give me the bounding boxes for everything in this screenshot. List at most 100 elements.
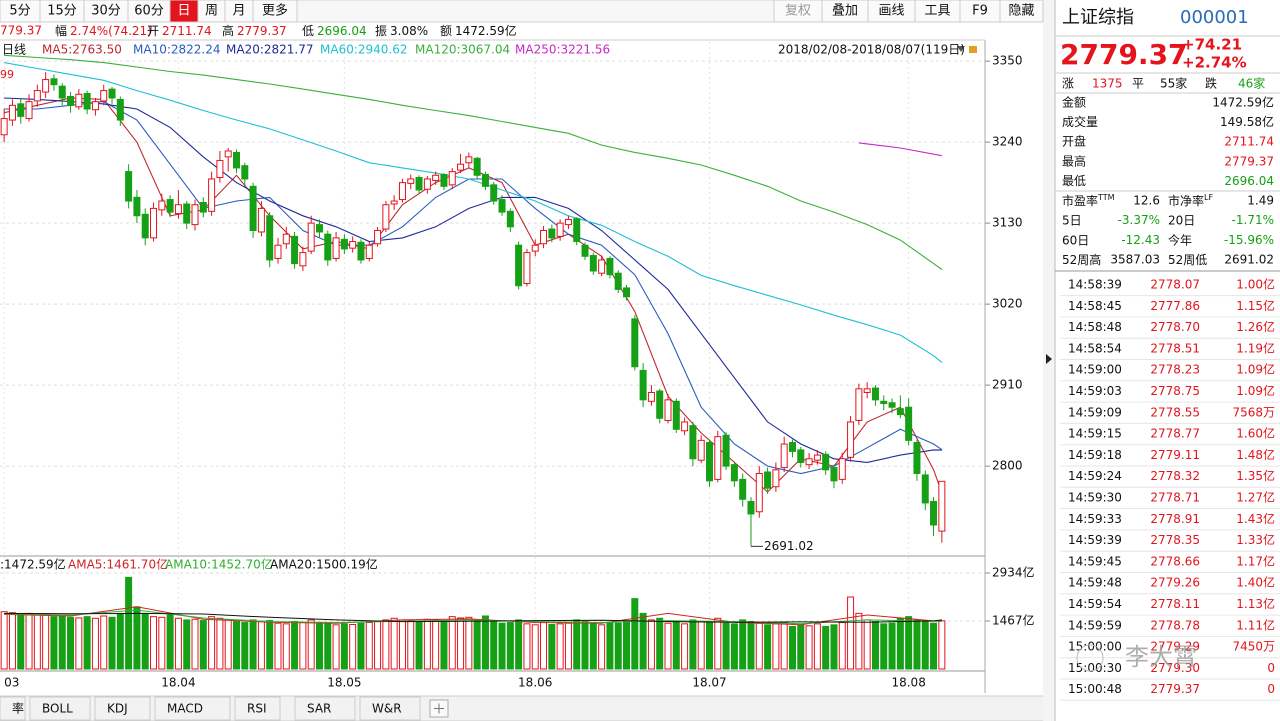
ma-line bbox=[4, 97, 942, 463]
volume-bar bbox=[647, 619, 655, 670]
tab-label[interactable]: W&R bbox=[372, 702, 402, 716]
tool-label[interactable]: F9 bbox=[972, 4, 988, 19]
tab-label[interactable]: MACD bbox=[167, 702, 203, 716]
tool-label[interactable]: 复权 bbox=[785, 3, 811, 19]
ratio-sup: TTM bbox=[1097, 193, 1115, 202]
candle-body bbox=[382, 204, 390, 230]
candle-body bbox=[847, 421, 855, 458]
period-label[interactable]: 60分 bbox=[134, 4, 164, 19]
tool-label[interactable]: 工具 bbox=[924, 4, 950, 19]
period-label[interactable]: 月 bbox=[232, 4, 245, 19]
tab[interactable] bbox=[29, 696, 91, 721]
ratio-label: 60日 bbox=[1062, 233, 1089, 247]
volume-bar bbox=[730, 623, 738, 670]
trade-time: 15:00:48 bbox=[1068, 682, 1122, 696]
period-button[interactable] bbox=[252, 0, 298, 23]
volume-bar bbox=[672, 621, 680, 670]
period-label[interactable]: 30分 bbox=[91, 4, 121, 19]
volume-bar bbox=[830, 624, 838, 670]
quote-value: 1472.59亿 bbox=[455, 23, 517, 38]
candle-body bbox=[506, 210, 514, 228]
trade-price: 2778.11 bbox=[1150, 597, 1200, 611]
ratio-label: 20日 bbox=[1168, 213, 1195, 227]
tab[interactable] bbox=[0, 696, 26, 721]
trade-time: 14:58:54 bbox=[1068, 341, 1122, 355]
ratio-label-text: 市净率 bbox=[1168, 193, 1204, 208]
lock-icon[interactable] bbox=[969, 46, 977, 53]
trade-price: 2778.75 bbox=[1150, 384, 1200, 398]
candle-body bbox=[266, 215, 274, 261]
tab[interactable] bbox=[94, 696, 151, 721]
quote-label: 额 bbox=[440, 24, 452, 38]
stat-value: 2779.37 bbox=[1224, 154, 1274, 168]
tab[interactable] bbox=[154, 696, 231, 721]
collapse-arrow[interactable] bbox=[1046, 354, 1052, 364]
candle-body bbox=[174, 204, 182, 215]
tab-label[interactable]: RSI bbox=[247, 702, 267, 716]
volume-bar bbox=[166, 614, 174, 670]
trade-volume: 1.26亿 bbox=[1236, 319, 1275, 334]
tab-label[interactable]: BOLL bbox=[42, 702, 73, 716]
stat-label: 最低 bbox=[1062, 174, 1086, 188]
tool-label[interactable]: 隐藏 bbox=[1008, 4, 1034, 19]
candle-body bbox=[465, 156, 473, 164]
dropdown-icon[interactable] bbox=[957, 46, 965, 52]
volume-bar bbox=[847, 596, 855, 670]
breadth-value: 46家 bbox=[1238, 76, 1265, 91]
stat-value: 2711.74 bbox=[1224, 135, 1274, 149]
quote-value: 2779.37 bbox=[237, 24, 287, 38]
volume-bar bbox=[689, 619, 697, 670]
tab-label[interactable]: SAR bbox=[307, 702, 331, 716]
candle-body bbox=[299, 252, 307, 267]
trade-volume: 1.11亿 bbox=[1236, 617, 1275, 632]
trade-price: 2779.30 bbox=[1150, 661, 1200, 675]
tab[interactable] bbox=[359, 696, 421, 721]
plus-icon[interactable] bbox=[434, 703, 444, 714]
trade-time: 14:59:15 bbox=[1068, 427, 1122, 441]
period-label[interactable]: 15分 bbox=[47, 4, 77, 19]
ratio-value: -1.71% bbox=[1232, 213, 1274, 227]
trade-volume: 7568万 bbox=[1232, 405, 1275, 419]
x-tick-label: 18.07 bbox=[692, 676, 726, 690]
candle-body bbox=[83, 93, 91, 110]
candle-body bbox=[515, 244, 523, 287]
trade-time: 14:59:30 bbox=[1068, 491, 1122, 505]
candle-body bbox=[938, 480, 946, 532]
tool-button[interactable] bbox=[999, 0, 1044, 23]
trade-price: 2778.51 bbox=[1150, 341, 1200, 355]
tab[interactable] bbox=[294, 696, 356, 721]
candle-body bbox=[888, 402, 896, 408]
candle-body bbox=[896, 408, 904, 416]
volume-bar bbox=[473, 619, 481, 670]
x-tick-label: 18.05 bbox=[327, 676, 361, 690]
period-label[interactable]: 日 bbox=[177, 4, 190, 19]
candle-body bbox=[448, 171, 456, 186]
period-label[interactable]: 周 bbox=[205, 4, 218, 19]
tab-label[interactable]: 率 bbox=[12, 701, 24, 716]
quote-label: 高 bbox=[222, 23, 234, 38]
volume-bar bbox=[706, 622, 713, 670]
trade-time: 14:59:18 bbox=[1068, 448, 1122, 462]
period-label[interactable]: 更多 bbox=[262, 3, 288, 19]
tab[interactable] bbox=[234, 696, 281, 721]
trade-price: 2778.23 bbox=[1150, 363, 1200, 377]
candle-body bbox=[457, 163, 465, 171]
candle-body bbox=[390, 200, 398, 205]
y-tick-label: 3020 bbox=[992, 297, 1023, 311]
trade-volume: 1.60亿 bbox=[1236, 426, 1275, 441]
y-tick-label: 3240 bbox=[992, 135, 1023, 149]
candle-body bbox=[100, 90, 108, 102]
tab-label[interactable]: KDJ bbox=[107, 702, 128, 716]
volume-bar bbox=[880, 623, 888, 670]
candle-body bbox=[125, 171, 133, 202]
candle-body bbox=[747, 500, 755, 515]
volume-bar bbox=[540, 622, 548, 670]
candle-body bbox=[589, 255, 597, 272]
tool-label[interactable]: 画线 bbox=[878, 4, 904, 19]
volume-bar bbox=[174, 617, 182, 670]
period-label[interactable]: 5分 bbox=[9, 4, 30, 19]
tool-label[interactable]: 叠加 bbox=[832, 4, 858, 19]
candle-body bbox=[556, 222, 564, 237]
volume-bar bbox=[606, 622, 614, 670]
